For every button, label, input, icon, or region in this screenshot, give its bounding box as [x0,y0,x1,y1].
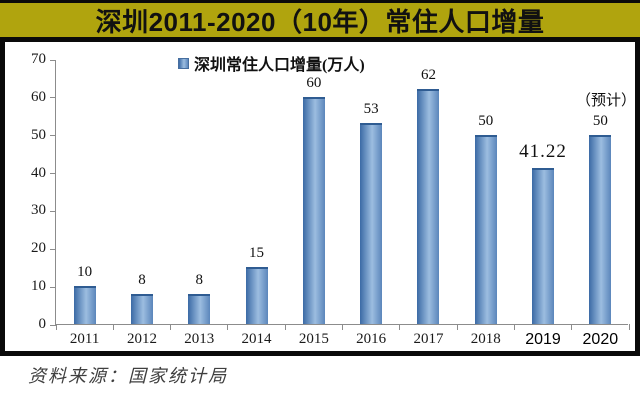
plot-area: 0 10 20 30 40 50 60 70 10 2011 8 2012 8 2013 15 2014 60 2… [31,51,636,348]
note-label-2020: （预计） [576,92,637,109]
value-label-2012: 8 [138,271,146,288]
value-label-2018: 50 [478,112,494,129]
x-axis-tick [55,324,57,330]
bar-slot-2014: 15 2014 [228,60,285,347]
bar-2012 [130,293,153,324]
bar-2016 [360,123,383,324]
value-label-2019: 41.22 [519,140,567,162]
x-axis-label-2014: 2014 [241,331,272,347]
x-axis-label-2016: 2016 [356,331,387,347]
x-axis-label-2019: 2019 [525,331,561,348]
bar-2015 [302,96,325,324]
y-axis-tick [50,324,56,326]
x-axis-tick [284,324,286,330]
bar-2020 [589,134,612,324]
y-axis-tick [50,97,56,99]
bar-slot-2011: 10 2011 [56,60,113,347]
value-label-2017: 62 [420,67,436,84]
bar-slot-2018: 50 2018 [457,60,514,347]
x-axis-tick [571,324,573,330]
bar-slot-2013: 8 2013 [171,60,228,347]
value-label-2013: 8 [195,271,203,288]
value-label-2015: 60 [306,74,322,91]
y-axis-tick [50,135,56,137]
y-axis-tick [50,286,56,288]
bar-slot-2016: 53 2016 [343,60,400,347]
title-banner: 深圳2011-2020（10年）常住人口增量 [0,0,640,42]
bar-2017 [417,89,440,324]
y-axis-label: 40 [31,164,46,181]
y-axis-label: 30 [31,202,46,219]
x-axis-label-2020: 2020 [582,331,619,348]
y-axis-tick [50,248,56,250]
x-axis-tick [628,324,630,330]
y-axis-label: 50 [31,126,46,143]
x-axis-tick [342,324,343,330]
x-axis-tick [170,324,172,330]
source-note: 资料来源：国家统计局 [28,366,228,386]
y-axis-label: 0 [38,316,47,332]
y-axis-label: 60 [31,88,46,105]
bar-slot-2020: 50 （预计） 2020 [572,60,636,348]
x-axis-tick [112,324,114,330]
y-axis-tick [50,59,56,61]
bar-2013 [188,293,211,324]
x-axis-label-2017: 2017 [413,331,444,347]
bar-2014 [245,267,268,324]
chart-legend: 深圳常住人口增量(万人) [178,51,365,75]
value-label-2011: 10 [77,264,93,281]
x-axis-tick [227,324,229,330]
y-axis-label: 70 [31,51,46,67]
x-axis-label-2013: 2013 [184,331,215,347]
bar-slot-2019: 41.22 2019 [514,60,571,348]
bar-2019 [532,167,555,324]
bar-slot-2012: 8 2012 [113,60,170,347]
legend-color-swatch [178,57,189,69]
page-title: 深圳2011-2020（10年）常住人口增量 [95,6,545,37]
legend-label: 深圳常住人口增量(万人) [194,57,365,74]
bar-2018 [474,134,497,324]
y-axis-tick [50,173,56,175]
x-axis-tick [456,324,458,330]
x-axis-tick [513,324,515,330]
x-axis-label-2011: 2011 [69,331,100,347]
value-label-2016: 53 [363,101,379,118]
bar-slot-2015: 60 2015 [285,60,342,347]
x-axis-tick [399,324,401,330]
value-label-2014: 15 [249,245,265,262]
bar-2011 [73,286,96,324]
bar-slot-2017: 62 2017 [400,60,457,347]
y-axis-label: 10 [31,278,46,295]
value-label-2020: 50 [592,112,608,129]
x-axis-label-2018: 2018 [470,331,501,347]
y-axis-tick [50,210,56,212]
y-axis-label: 20 [31,240,46,257]
x-axis-label-2012: 2012 [126,331,157,347]
x-axis-label-2015: 2015 [298,331,329,347]
